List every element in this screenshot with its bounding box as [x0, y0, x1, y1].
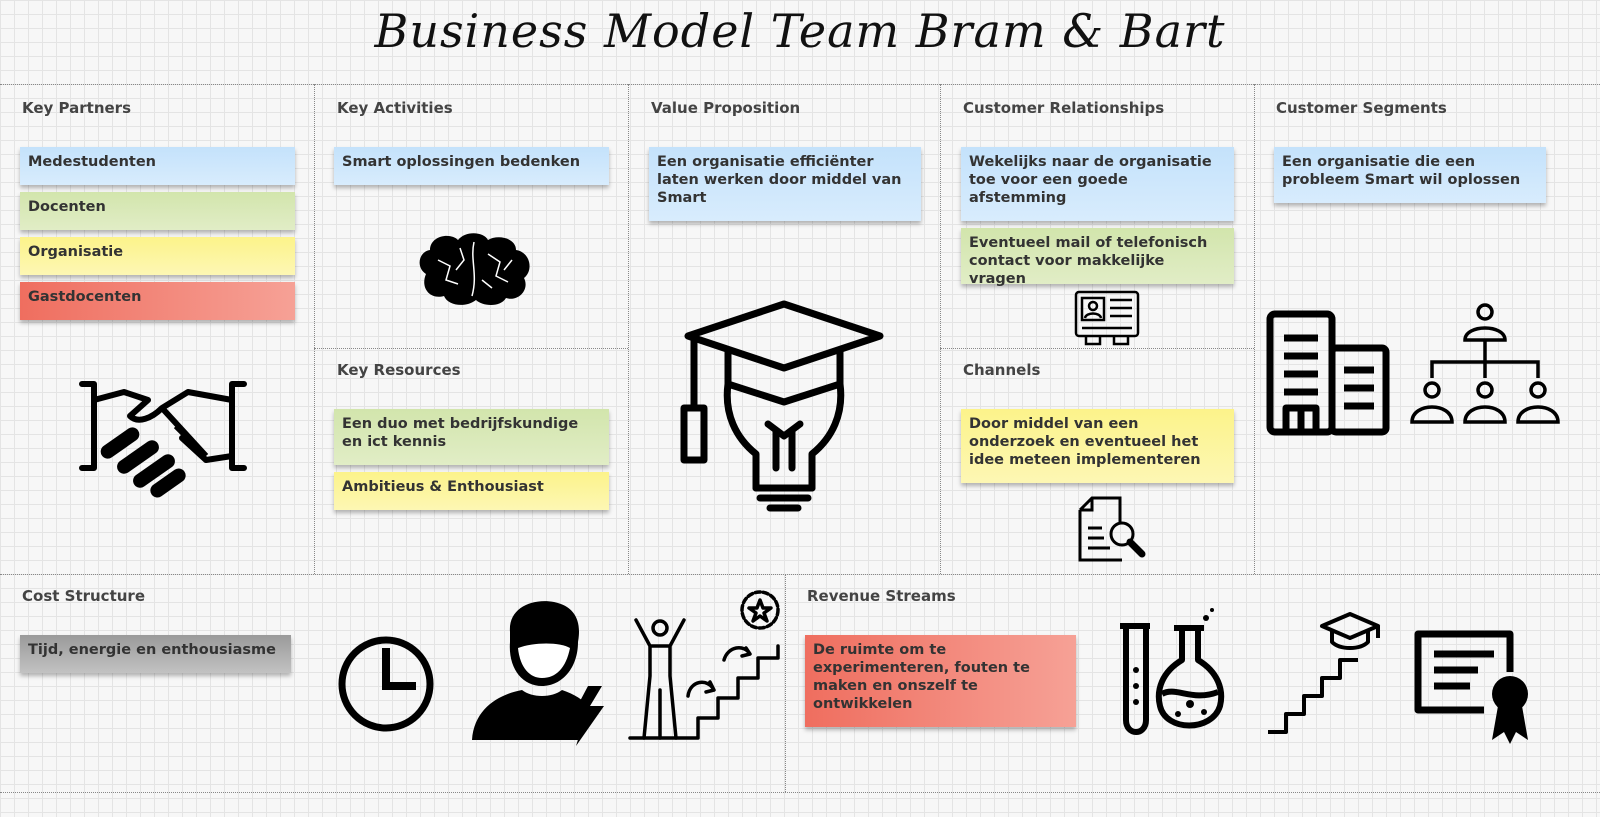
page-title: Business Model Team Bram & Bart [374, 4, 1226, 58]
divider [628, 84, 629, 574]
section-label-cost-structure: Cost Structure [22, 587, 145, 605]
sticky-note[interactable]: Eventueel mail of telefonisch contact vo… [961, 228, 1234, 287]
bottom-divider [0, 792, 1600, 793]
education-stairs-icon [1268, 612, 1380, 734]
sticky-note[interactable]: Een duo met bedrijfskundige en ict kenni… [334, 409, 609, 465]
lab-flasks-icon [1120, 608, 1225, 735]
sticky-note[interactable]: De ruimte om te experimenteren, fouten t… [805, 635, 1076, 727]
section-label-customer-segments: Customer Segments [1276, 99, 1447, 117]
section-label-revenue-streams: Revenue Streams [807, 587, 956, 605]
divider [940, 348, 1254, 349]
handshake-icon [79, 381, 247, 498]
person-energy-icon [472, 601, 604, 746]
document-search-icon [1078, 496, 1146, 562]
sticky-note[interactable]: Ambitieus & Enthousiast [334, 472, 609, 510]
clock-icon [338, 636, 434, 732]
section-label-customer-relationships: Customer Relationships [963, 99, 1165, 117]
sticky-note[interactable]: Door middel van een onderzoek en eventue… [961, 409, 1234, 483]
certificate-icon [1414, 630, 1528, 744]
brain-icon [419, 233, 530, 305]
sticky-note[interactable]: Medestudenten [20, 147, 295, 185]
sticky-note[interactable]: Wekelijks naar de organisatie toe voor e… [961, 147, 1234, 221]
sticky-note[interactable]: Een organisatie die een probleem Smart w… [1274, 147, 1546, 203]
section-label-key-partners: Key Partners [22, 99, 131, 117]
sticky-note[interactable]: Organisatie [20, 237, 295, 275]
section-label-channels: Channels [963, 361, 1041, 379]
sticky-note[interactable]: Tijd, energie en enthousiasme [20, 635, 291, 673]
divider [1254, 84, 1255, 574]
sticky-note[interactable]: Een organisatie efficiënter laten werken… [649, 147, 921, 221]
section-label-key-activities: Key Activities [337, 99, 453, 117]
id-card-icon [1074, 290, 1140, 346]
sticky-note[interactable]: Smart oplossingen bedenken [334, 147, 609, 185]
section-label-key-resources: Key Resources [337, 361, 461, 379]
divider [785, 574, 786, 792]
success-stairs-icon [628, 590, 780, 740]
top-divider [0, 84, 1600, 85]
graduation-bulb-icon [680, 300, 884, 512]
divider [314, 348, 628, 349]
section-label-value-proposition: Value Proposition [651, 99, 801, 117]
hierarchy-icon [1410, 303, 1560, 424]
divider [940, 84, 941, 574]
middle-divider [0, 574, 1600, 575]
divider [314, 84, 315, 574]
sticky-note[interactable]: Docenten [20, 192, 295, 230]
sticky-note[interactable]: Gastdocenten [20, 282, 295, 320]
building-icon [1266, 310, 1390, 436]
